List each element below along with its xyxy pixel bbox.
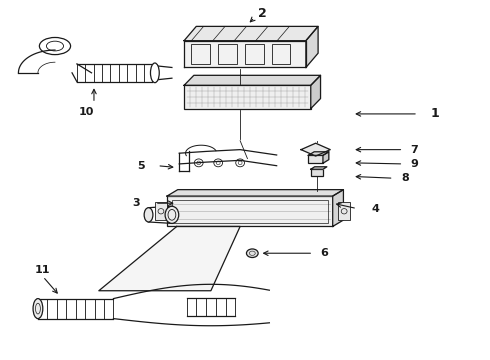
Bar	[338, 202, 350, 220]
Bar	[172, 200, 328, 223]
Polygon shape	[184, 75, 320, 85]
Bar	[192, 44, 210, 64]
Text: 11: 11	[35, 265, 50, 275]
Text: 9: 9	[411, 159, 418, 169]
Polygon shape	[333, 190, 343, 226]
Polygon shape	[306, 26, 318, 67]
Ellipse shape	[144, 208, 153, 222]
Text: 10: 10	[79, 107, 95, 117]
Ellipse shape	[33, 298, 43, 319]
Bar	[184, 85, 311, 109]
Bar	[311, 169, 323, 176]
Text: 5: 5	[138, 161, 145, 171]
Text: 4: 4	[372, 203, 380, 213]
Polygon shape	[99, 226, 240, 291]
Polygon shape	[323, 152, 329, 163]
Polygon shape	[184, 41, 306, 67]
Text: 8: 8	[401, 173, 409, 183]
Bar	[167, 196, 333, 226]
Text: 7: 7	[411, 145, 418, 155]
Polygon shape	[167, 190, 343, 196]
Polygon shape	[184, 26, 318, 41]
Bar	[218, 44, 237, 64]
Text: 6: 6	[320, 248, 328, 258]
Ellipse shape	[150, 63, 159, 83]
Polygon shape	[301, 143, 330, 156]
Text: 2: 2	[258, 8, 267, 21]
Text: 3: 3	[133, 198, 140, 208]
Ellipse shape	[165, 206, 179, 224]
Bar	[272, 44, 290, 64]
Text: 1: 1	[430, 107, 439, 120]
Bar	[155, 202, 167, 220]
Bar	[245, 44, 264, 64]
Bar	[308, 156, 323, 163]
Polygon shape	[308, 152, 329, 156]
Polygon shape	[311, 75, 320, 109]
Circle shape	[246, 249, 258, 257]
Polygon shape	[311, 167, 327, 169]
